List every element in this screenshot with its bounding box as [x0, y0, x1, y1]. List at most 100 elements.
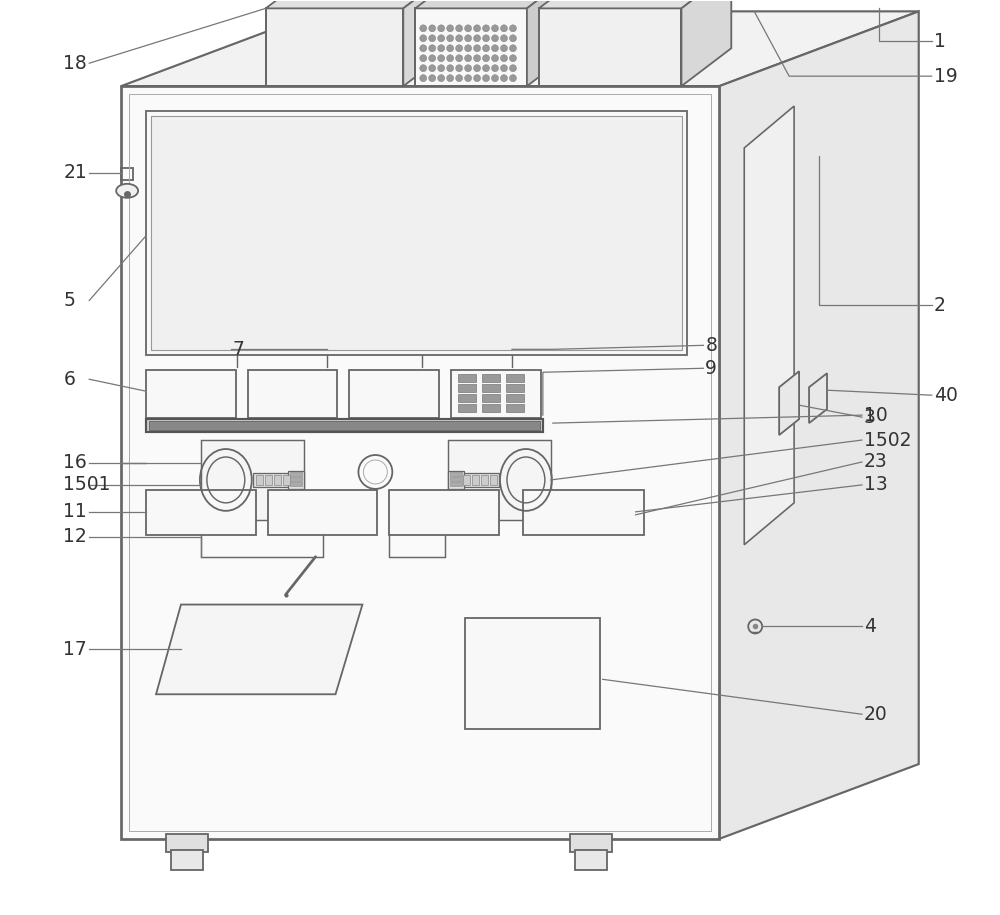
Bar	[265, 475, 272, 485]
Circle shape	[456, 25, 463, 32]
Text: 5: 5	[63, 291, 75, 310]
Circle shape	[500, 45, 507, 52]
Text: 20: 20	[864, 705, 888, 724]
Text: 4: 4	[864, 617, 876, 636]
Circle shape	[429, 55, 436, 61]
Polygon shape	[156, 605, 362, 694]
Bar	[570, 834, 612, 852]
Circle shape	[438, 35, 445, 42]
Circle shape	[509, 75, 516, 81]
Text: 16: 16	[63, 454, 87, 472]
Circle shape	[429, 75, 436, 81]
Circle shape	[420, 65, 427, 71]
Circle shape	[492, 35, 499, 42]
Bar	[290, 477, 302, 481]
Circle shape	[474, 25, 481, 32]
Polygon shape	[121, 11, 919, 86]
Circle shape	[429, 45, 436, 52]
Circle shape	[465, 25, 472, 32]
Circle shape	[447, 75, 454, 81]
Bar	[448, 440, 551, 520]
Polygon shape	[527, 0, 577, 86]
Bar	[290, 482, 302, 486]
Text: 10: 10	[864, 405, 888, 425]
Polygon shape	[779, 371, 799, 435]
Bar	[458, 404, 476, 412]
Circle shape	[483, 65, 490, 71]
Circle shape	[474, 35, 481, 42]
Text: 21: 21	[63, 164, 87, 182]
Bar	[146, 371, 236, 418]
Circle shape	[483, 45, 490, 52]
Circle shape	[483, 25, 490, 32]
Bar	[490, 475, 497, 485]
Circle shape	[492, 25, 499, 32]
Bar	[481, 475, 488, 485]
Circle shape	[429, 65, 436, 71]
Circle shape	[456, 45, 463, 52]
Text: 3: 3	[864, 407, 876, 426]
Text: 11: 11	[63, 502, 87, 522]
Text: 8: 8	[705, 336, 717, 355]
Circle shape	[420, 35, 427, 42]
Bar	[506, 374, 524, 382]
Circle shape	[420, 45, 427, 52]
Circle shape	[438, 25, 445, 32]
Bar	[151, 116, 682, 350]
Bar	[523, 490, 644, 534]
Bar	[450, 477, 462, 481]
Circle shape	[429, 25, 436, 32]
Circle shape	[438, 65, 445, 71]
Bar	[389, 490, 499, 534]
Bar	[482, 404, 500, 412]
Bar	[146, 111, 687, 355]
Circle shape	[438, 55, 445, 61]
Circle shape	[492, 75, 499, 81]
Circle shape	[456, 55, 463, 61]
Text: 13: 13	[864, 476, 888, 494]
Circle shape	[429, 35, 436, 42]
Text: 7: 7	[233, 339, 245, 359]
Circle shape	[420, 55, 427, 61]
Bar	[149, 421, 540, 430]
Text: 6: 6	[63, 370, 75, 389]
Circle shape	[438, 45, 445, 52]
Circle shape	[465, 35, 472, 42]
Bar	[171, 850, 203, 870]
Text: 17: 17	[63, 640, 87, 659]
Circle shape	[474, 65, 481, 71]
Circle shape	[509, 25, 516, 32]
Polygon shape	[809, 373, 827, 423]
Circle shape	[438, 75, 445, 81]
Bar	[539, 8, 681, 86]
Bar	[256, 475, 263, 485]
Circle shape	[483, 55, 490, 61]
Bar	[451, 371, 541, 418]
Polygon shape	[403, 0, 453, 86]
Circle shape	[456, 65, 463, 71]
Bar	[146, 490, 256, 534]
Bar	[121, 86, 719, 839]
Circle shape	[456, 35, 463, 42]
Circle shape	[420, 75, 427, 81]
Polygon shape	[539, 0, 731, 8]
Bar	[266, 8, 403, 86]
Circle shape	[420, 25, 427, 32]
Bar	[458, 384, 476, 393]
Text: 1: 1	[934, 32, 946, 50]
Bar	[461, 473, 499, 487]
Polygon shape	[681, 0, 731, 86]
Bar	[290, 472, 302, 476]
Bar	[248, 371, 337, 418]
Bar	[146, 419, 543, 432]
Circle shape	[500, 25, 507, 32]
Bar	[349, 371, 439, 418]
Polygon shape	[744, 106, 794, 544]
Circle shape	[492, 65, 499, 71]
Bar	[283, 475, 290, 485]
Bar	[201, 440, 304, 520]
Circle shape	[509, 65, 516, 71]
Bar	[482, 394, 500, 403]
Bar	[465, 618, 600, 729]
Circle shape	[474, 75, 481, 81]
